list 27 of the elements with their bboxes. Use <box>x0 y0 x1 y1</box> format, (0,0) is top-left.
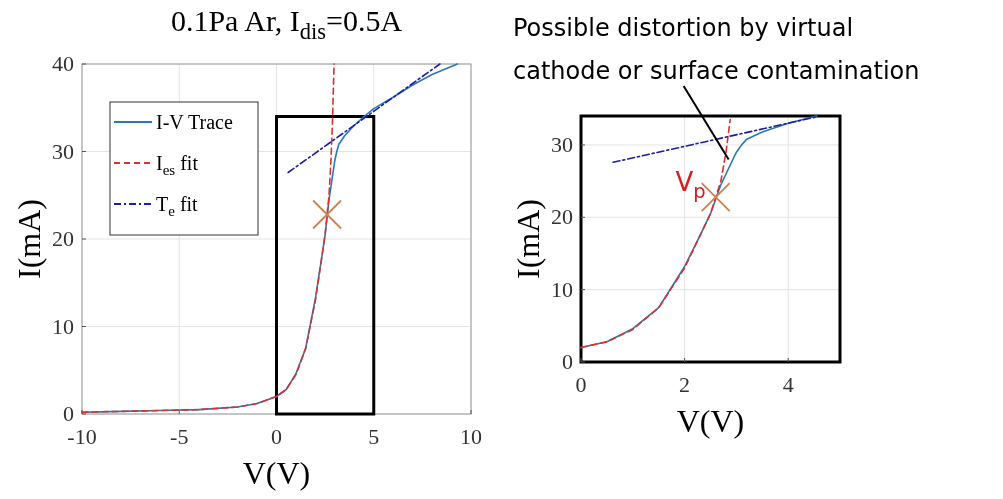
annotation: Possible distortion by virtual cathode or surface contamination <box>513 14 920 85</box>
x-tick-label: 10 <box>460 424 482 449</box>
x-tick-label: 0 <box>271 424 282 449</box>
y-tick-label: 40 <box>52 51 74 76</box>
y-tick-label: 10 <box>52 313 74 339</box>
x-axis-title: V(V) <box>242 455 311 491</box>
x-tick-label: -5 <box>170 424 189 449</box>
y-tick-label: 10 <box>551 276 573 302</box>
y-tick-label: 0 <box>562 349 573 374</box>
y-tick-label: 20 <box>551 204 573 230</box>
legend-label: T$_{e}$ fit <box>156 193 199 220</box>
x-tick-label: 2 <box>679 372 691 397</box>
y-axis-title: I(mA) <box>510 199 546 279</box>
x-tick-label: -10 <box>67 424 97 449</box>
x-tick-label: 4 <box>782 372 794 397</box>
y-axis-title: I(mA) <box>11 199 47 279</box>
y-tick-label: 30 <box>52 138 74 164</box>
x-tick-label: 5 <box>368 424 380 449</box>
chart-title: 0.1Pa Ar, I$_{dis}$=0.5A <box>170 4 403 45</box>
annotation: V$_{p}$ <box>675 167 706 204</box>
y-tick-label: 30 <box>551 131 573 157</box>
line-series <box>580 118 731 349</box>
y-tick-label: 0 <box>63 401 74 426</box>
legend-label: I$_{es}$ fit <box>156 152 199 179</box>
legend-label: I-V Trace <box>156 111 233 133</box>
x-axis-title: V(V) <box>676 403 745 439</box>
y-tick-label: 20 <box>52 226 74 251</box>
